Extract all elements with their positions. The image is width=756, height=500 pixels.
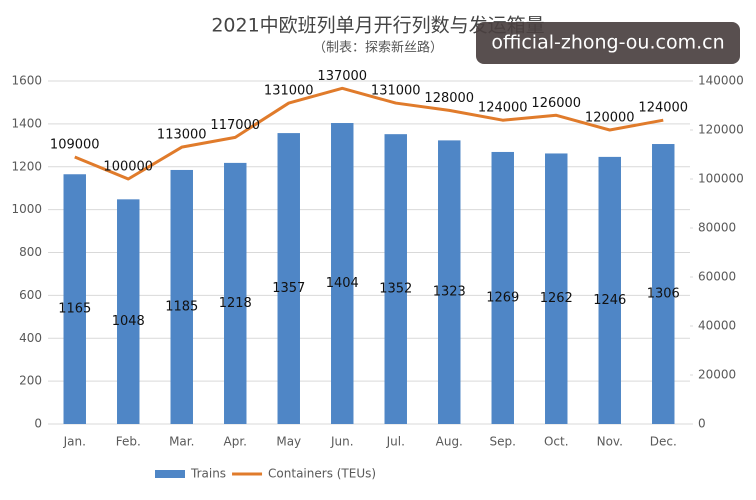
x-tick-label: Nov. [597, 435, 623, 449]
legend-label: Containers (TEUs) [268, 467, 376, 481]
legend-label: Trains [190, 467, 226, 481]
bar-label: 1218 [219, 296, 252, 311]
bar-label: 1306 [647, 287, 680, 302]
y-tick-label: 400 [19, 331, 42, 345]
line [74, 86, 664, 181]
line-label: 131000 [371, 84, 421, 99]
line-label: 126000 [531, 96, 581, 111]
y-tick-label: 1000 [11, 202, 42, 216]
x-tick-label: Sep. [490, 435, 516, 449]
y2-tick-label: 40000 [698, 319, 736, 333]
bar-label: 1246 [593, 293, 626, 308]
line-label: 131000 [264, 84, 314, 99]
watermark-box [476, 22, 740, 64]
line-label: 124000 [478, 101, 528, 116]
bar [117, 199, 140, 424]
bar-label: 1262 [540, 291, 573, 306]
bar-label: 1048 [112, 314, 145, 329]
bar [438, 140, 461, 424]
x-tick-label: Jun. [330, 435, 354, 449]
watermark: official-zhong-ou.com.cn [491, 32, 724, 54]
bar-label: 1323 [433, 285, 466, 300]
y-tick-label: 200 [19, 374, 42, 388]
bar [652, 144, 675, 424]
x-tick-label: Dec. [650, 435, 677, 449]
x-tick-label: May [276, 435, 301, 449]
line-label: 109000 [50, 137, 100, 152]
y2-tick-label: 120000 [698, 123, 744, 137]
y2-tick-label: 60000 [698, 270, 736, 284]
y-tick-label: 600 [19, 288, 42, 302]
bar [277, 133, 300, 424]
bar [545, 153, 568, 425]
bar [170, 169, 193, 424]
x-tick-label: Oct. [544, 435, 569, 449]
bar [331, 123, 354, 424]
y-tick-label: 1400 [11, 116, 42, 130]
bar [491, 151, 514, 424]
bar-label: 1269 [486, 290, 519, 305]
bar [384, 134, 407, 425]
bar [224, 162, 247, 425]
x-tick-label: Apr. [224, 435, 247, 449]
x-tick-label: Jul. [386, 435, 405, 449]
bar-label: 1352 [379, 282, 412, 297]
line-label: 100000 [103, 160, 153, 175]
y2-tick-label: 80000 [698, 221, 736, 235]
bar [598, 156, 621, 425]
y2-tick-label: 140000 [698, 74, 744, 88]
chart-subtitle: （制表：探索新丝路） [313, 40, 443, 56]
bar-label: 1357 [272, 281, 305, 296]
x-tick-label: Feb. [116, 435, 141, 449]
chart-title: 2021中欧班列单月开行列数与发运箱量 [211, 15, 544, 37]
x-tick-label: Aug. [436, 435, 463, 449]
x-tick-label: Jan. [63, 435, 86, 449]
legend-swatch [155, 470, 185, 478]
line-label: 117000 [210, 118, 260, 133]
bar-label: 1185 [165, 299, 198, 314]
y-tick-label: 1600 [11, 74, 42, 88]
y2-tick-label: 0 [698, 417, 706, 431]
bar-label: 1165 [58, 302, 91, 317]
x-tick-label: Mar. [169, 435, 194, 449]
line-label: 137000 [317, 69, 367, 84]
line-label: 128000 [424, 91, 474, 106]
bar-label: 1404 [326, 276, 359, 291]
line-label: 120000 [585, 111, 635, 126]
y2-tick-label: 20000 [698, 368, 736, 382]
y-tick-label: 800 [19, 245, 42, 259]
y-tick-label: 1200 [11, 159, 42, 173]
line-label: 124000 [638, 101, 688, 116]
y2-tick-label: 100000 [698, 172, 744, 186]
bar [63, 174, 86, 424]
y-tick-label: 0 [34, 417, 42, 431]
line-label: 113000 [157, 128, 207, 143]
